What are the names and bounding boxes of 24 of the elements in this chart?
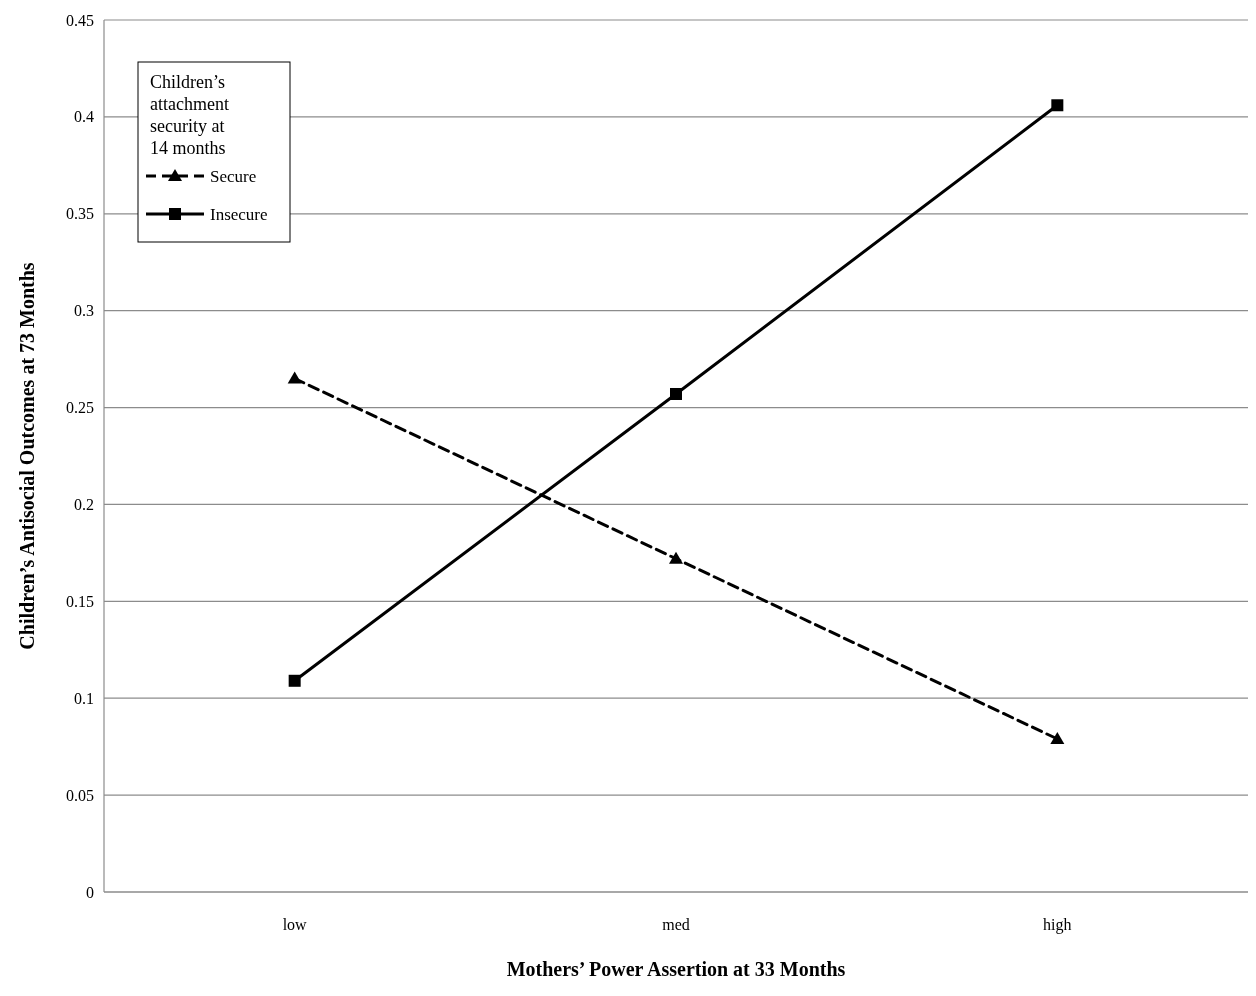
point bbox=[670, 387, 682, 400]
y-tick-label: 0.15 bbox=[66, 592, 94, 610]
y-tick-label: 0.3 bbox=[74, 302, 94, 320]
y-tick-label: 0.1 bbox=[74, 689, 94, 707]
y-tick-label: 0.4 bbox=[74, 108, 94, 126]
legend-label: Insecure bbox=[210, 204, 268, 224]
y-tick-label: 0.2 bbox=[74, 496, 94, 514]
point bbox=[1051, 99, 1064, 112]
point bbox=[669, 551, 683, 564]
x-axis-title: Mothers’ Power Assertion at 33 Months bbox=[506, 958, 846, 980]
x-tick-label: med bbox=[662, 916, 690, 933]
point bbox=[1050, 731, 1065, 744]
x-tick-label: high bbox=[1043, 916, 1072, 934]
y-tick-label: 0.35 bbox=[66, 205, 94, 223]
x-tick-label: low bbox=[282, 916, 308, 933]
y-axis-title: Children’s Antisocial Outcomes at 73 Months bbox=[16, 262, 38, 650]
point bbox=[288, 674, 301, 687]
y-tick-label: 0.45 bbox=[66, 11, 94, 29]
y-tick-label: 0.25 bbox=[66, 399, 94, 417]
legend-label: Secure bbox=[210, 166, 257, 186]
point bbox=[287, 371, 302, 384]
y-tick-label: 0 bbox=[86, 883, 94, 901]
legend-title: Children’s attachment security at 14 months bbox=[150, 72, 229, 158]
y-tick-label: 0.05 bbox=[66, 786, 94, 804]
